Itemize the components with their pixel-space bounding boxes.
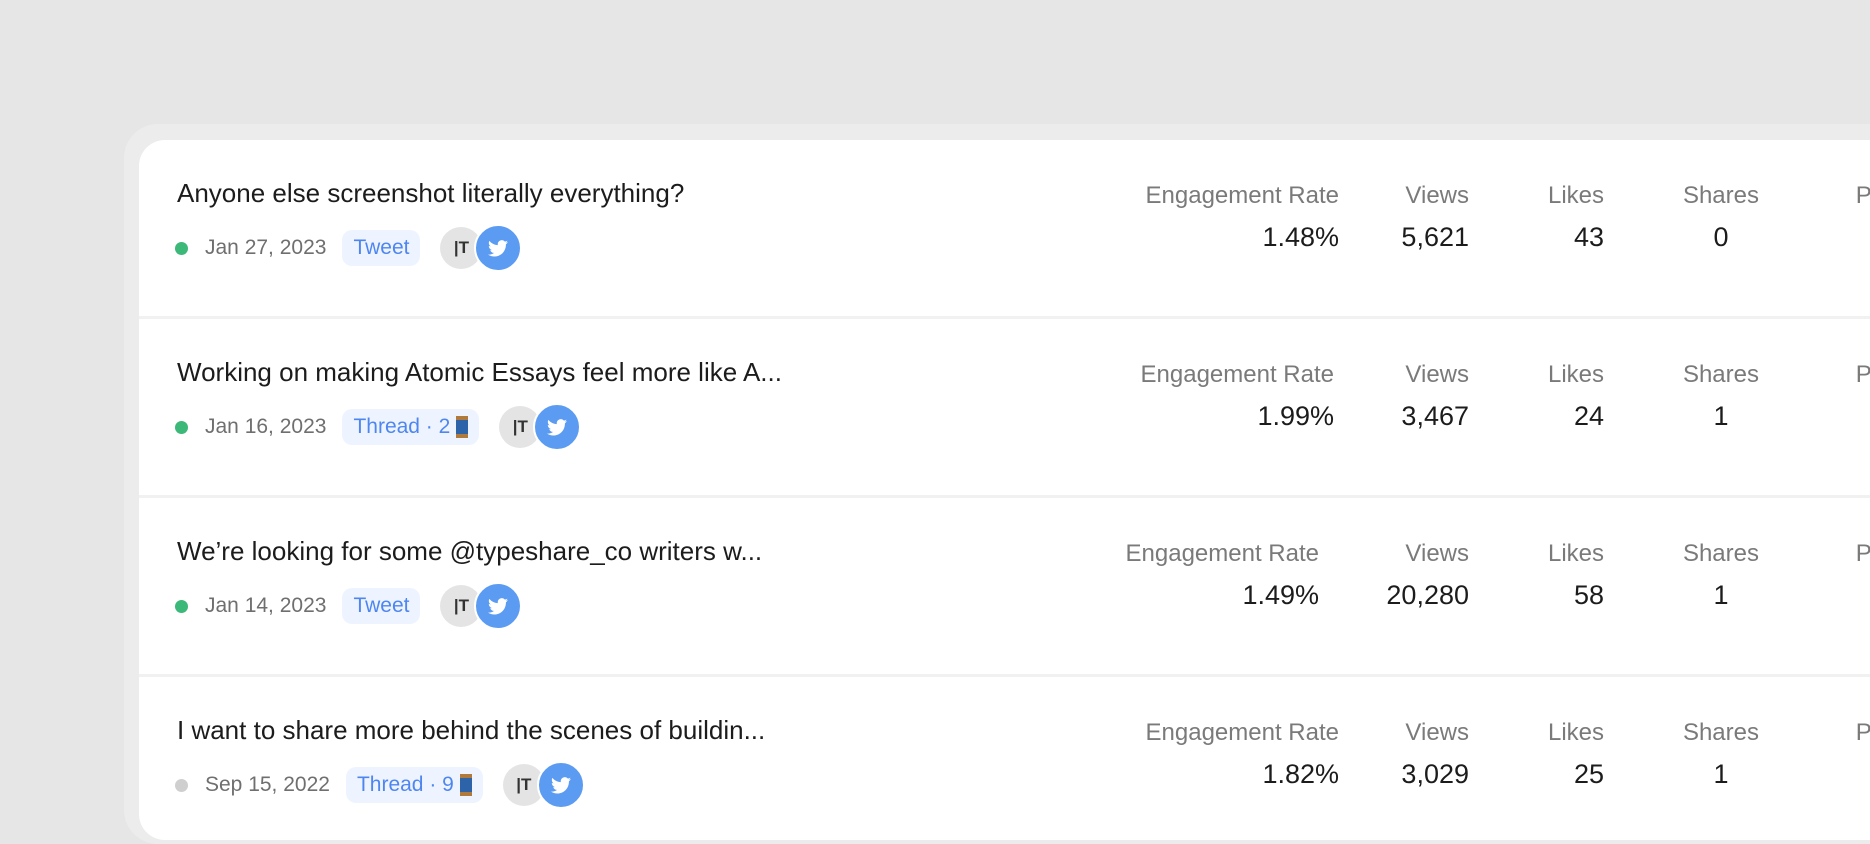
- views-stat: Views 20,280: [1386, 540, 1469, 611]
- profile-views-value: 39: [1856, 401, 1870, 432]
- post-date: Jan 16, 2023: [205, 415, 327, 438]
- views-value: 5,621: [1401, 222, 1469, 252]
- account-avatars: |T: [499, 403, 582, 451]
- post-meta: Jan 14, 2023 Tweet |T: [175, 582, 523, 630]
- account-avatars: |T: [440, 224, 523, 272]
- profile-views-stat: Profile Views 183: [1856, 540, 1870, 611]
- profile-views-value: 21: [1856, 222, 1870, 253]
- status-dot: [175, 778, 188, 792]
- views-label: Views: [1405, 182, 1469, 209]
- post-row[interactable]: Anyone else screenshot literally everyth…: [139, 140, 1870, 319]
- post-type-badge: Tweet: [342, 588, 421, 624]
- shares-value: 1: [1713, 580, 1729, 610]
- post-title[interactable]: Anyone else screenshot literally everyth…: [177, 178, 685, 208]
- account-avatars: |T: [440, 582, 523, 630]
- post-type-label: Thread · 2: [353, 415, 451, 438]
- status-dot: [175, 241, 188, 255]
- views-label: Views: [1405, 540, 1469, 567]
- post-type-label: Tweet: [353, 594, 410, 617]
- profile-views-label: Profile Views: [1855, 182, 1870, 209]
- spool-of-thread-icon: [459, 774, 472, 796]
- posts-list: Anyone else screenshot literally everyth…: [139, 140, 1870, 840]
- likes-label: Likes: [1547, 540, 1604, 567]
- engagement-rate-value: 1.49%: [1242, 580, 1319, 610]
- engagement-rate-label: Engagement Rate: [1140, 361, 1334, 388]
- likes-value: 43: [1573, 222, 1604, 252]
- shares-label: Shares: [1682, 361, 1759, 388]
- post-type-label: Thread · 9: [356, 773, 454, 796]
- twitter-icon: [533, 403, 582, 451]
- post-type-badge: Tweet: [342, 230, 421, 266]
- likes-label: Likes: [1547, 719, 1604, 746]
- shares-stat: Shares 0: [1683, 182, 1759, 253]
- engagement-rate-label: Engagement Rate: [1145, 182, 1339, 209]
- views-label: Views: [1405, 361, 1469, 388]
- twitter-icon: [536, 761, 585, 809]
- views-stat: Views 3,467: [1401, 361, 1469, 432]
- likes-stat: Likes 25: [1548, 719, 1604, 790]
- views-label: Views: [1405, 719, 1469, 746]
- profile-views-label: Profile Views: [1855, 719, 1870, 746]
- likes-value: 25: [1573, 759, 1604, 789]
- post-type-badge: Thread · 9: [345, 767, 483, 803]
- shares-value: 1: [1713, 759, 1729, 789]
- status-dot: [175, 599, 188, 613]
- profile-views-value: 26: [1856, 759, 1870, 790]
- post-row[interactable]: Working on making Atomic Essays feel mor…: [139, 319, 1870, 498]
- shares-value: 1: [1713, 401, 1729, 431]
- post-title[interactable]: Working on making Atomic Essays feel mor…: [177, 357, 782, 387]
- profile-views-stat: Profile Views 26: [1856, 719, 1870, 790]
- engagement-rate-value: 1.99%: [1257, 401, 1334, 431]
- post-title[interactable]: We’re looking for some @typeshare_co wri…: [177, 536, 763, 566]
- post-title[interactable]: I want to share more behind the scenes o…: [177, 715, 766, 745]
- twitter-icon: [474, 224, 523, 272]
- twitter-icon: [474, 582, 523, 630]
- engagement-rate-stat: Engagement Rate 1.48%: [1146, 182, 1339, 253]
- engagement-rate-value: 1.48%: [1262, 222, 1339, 252]
- account-avatars: |T: [502, 761, 585, 809]
- profile-views-label: Profile Views: [1855, 361, 1870, 388]
- likes-label: Likes: [1547, 182, 1604, 209]
- profile-views-value: 183: [1856, 580, 1870, 611]
- likes-value: 24: [1573, 401, 1604, 431]
- engagement-rate-stat: Engagement Rate 1.82%: [1146, 719, 1339, 790]
- profile-views-stat: Profile Views 39: [1856, 361, 1870, 432]
- views-stat: Views 3,029: [1401, 719, 1469, 790]
- engagement-rate-label: Engagement Rate: [1145, 719, 1339, 746]
- views-value: 3,467: [1401, 401, 1469, 431]
- post-meta: Sep 15, 2022 Thread · 9 |T: [175, 761, 585, 809]
- shares-label: Shares: [1682, 540, 1759, 567]
- post-date: Jan 14, 2023: [205, 594, 327, 617]
- engagement-rate-value: 1.82%: [1262, 759, 1339, 789]
- profile-views-stat: Profile Views 21: [1856, 182, 1870, 253]
- likes-value: 58: [1573, 580, 1604, 610]
- shares-stat: Shares 1: [1683, 361, 1759, 432]
- post-date: Jan 27, 2023: [205, 236, 327, 259]
- views-value: 3,029: [1401, 759, 1469, 789]
- views-stat: Views 5,621: [1401, 182, 1469, 253]
- engagement-rate-label: Engagement Rate: [1125, 540, 1319, 567]
- post-date: Sep 15, 2022: [205, 773, 330, 796]
- post-type-badge: Thread · 2: [342, 409, 480, 445]
- likes-stat: Likes 58: [1548, 540, 1604, 611]
- post-meta: Jan 27, 2023 Tweet |T: [175, 224, 523, 272]
- post-meta: Jan 16, 2023 Thread · 2 |T: [175, 403, 582, 451]
- post-row[interactable]: We’re looking for some @typeshare_co wri…: [139, 498, 1870, 677]
- shares-label: Shares: [1682, 182, 1759, 209]
- spool-of-thread-icon: [456, 416, 469, 438]
- profile-views-label: Profile Views: [1855, 540, 1870, 567]
- likes-label: Likes: [1547, 361, 1604, 388]
- shares-value: 0: [1713, 222, 1729, 252]
- likes-stat: Likes 43: [1548, 182, 1604, 253]
- post-type-label: Tweet: [353, 236, 410, 259]
- post-row[interactable]: I want to share more behind the scenes o…: [139, 677, 1870, 840]
- status-dot: [175, 420, 188, 434]
- likes-stat: Likes 24: [1548, 361, 1604, 432]
- shares-stat: Shares 1: [1683, 719, 1759, 790]
- shares-stat: Shares 1: [1683, 540, 1759, 611]
- views-value: 20,280: [1386, 580, 1469, 610]
- engagement-rate-stat: Engagement Rate 1.49%: [1126, 540, 1319, 611]
- shares-label: Shares: [1682, 719, 1759, 746]
- engagement-rate-stat: Engagement Rate 1.99%: [1141, 361, 1334, 432]
